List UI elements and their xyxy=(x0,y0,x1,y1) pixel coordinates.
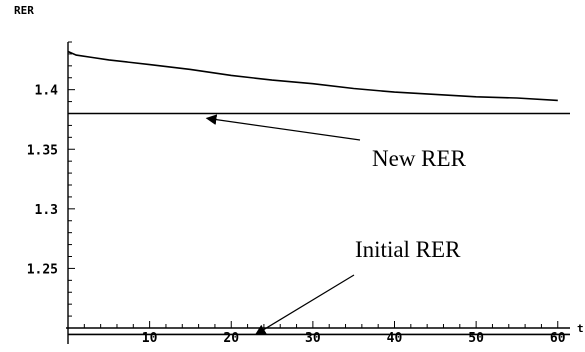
annotation-label-2: Initial RER xyxy=(355,237,461,262)
annotation-arrow-1 xyxy=(205,114,361,141)
x-tick-label: 20 xyxy=(223,331,239,346)
x-tick-label: 60 xyxy=(550,331,566,346)
series-line-1 xyxy=(67,50,558,102)
y-tick-label: 1.35 xyxy=(27,143,58,158)
y-tick-label: 1.3 xyxy=(35,203,58,218)
annotation-label-1: New RER xyxy=(372,146,467,171)
y-tick-label: 1.25 xyxy=(27,262,58,277)
x-axis-label: t xyxy=(577,322,584,335)
annotation-arrow-2 xyxy=(254,274,355,335)
x-tick-label: 50 xyxy=(468,331,484,346)
axes xyxy=(66,42,570,344)
x-tick-label: 40 xyxy=(387,331,403,346)
series-layer xyxy=(67,50,570,336)
ticks: 10 20 30 40 50 60 1.25 1.3 1.35 1.4 xyxy=(27,41,566,346)
annotations: New RER Initial RER xyxy=(205,114,467,335)
x-tick-label: 30 xyxy=(305,331,321,346)
x-tick-label: 10 xyxy=(142,331,158,346)
y-axis-label: RER xyxy=(14,4,34,17)
y-tick-label: 1.4 xyxy=(35,84,59,99)
